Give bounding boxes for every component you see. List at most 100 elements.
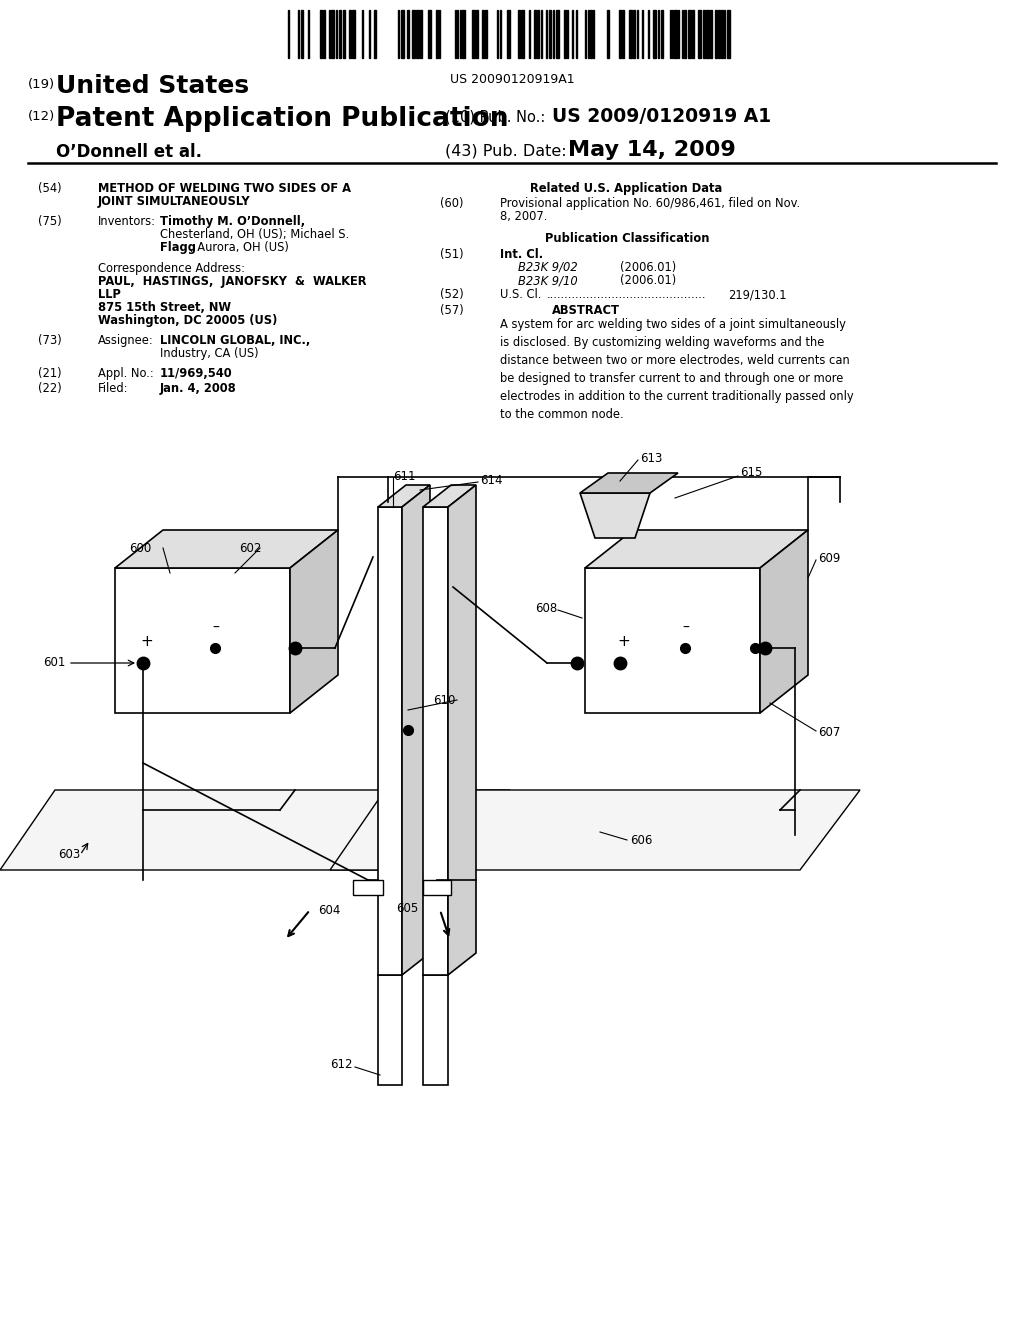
Text: (57): (57) bbox=[440, 304, 464, 317]
Bar bbox=[407, 11, 409, 58]
Bar bbox=[353, 880, 383, 895]
Bar bbox=[331, 11, 334, 58]
Text: Assignee:: Assignee: bbox=[98, 334, 154, 347]
Bar bbox=[698, 11, 701, 58]
Polygon shape bbox=[0, 789, 510, 870]
Text: 607: 607 bbox=[818, 726, 841, 739]
Polygon shape bbox=[423, 507, 449, 975]
Text: Correspondence Address:: Correspondence Address: bbox=[98, 261, 245, 275]
Text: (60): (60) bbox=[440, 197, 464, 210]
Text: B23K 9/10: B23K 9/10 bbox=[518, 275, 578, 286]
Text: United States: United States bbox=[56, 74, 249, 98]
Text: 219/130.1: 219/130.1 bbox=[728, 288, 786, 301]
Text: (2006.01): (2006.01) bbox=[620, 261, 676, 275]
Bar bbox=[352, 11, 355, 58]
Text: 605: 605 bbox=[395, 902, 418, 915]
Bar bbox=[521, 11, 524, 58]
Polygon shape bbox=[115, 531, 338, 568]
Bar bbox=[420, 11, 422, 58]
Text: (2006.01): (2006.01) bbox=[620, 275, 676, 286]
Polygon shape bbox=[401, 640, 432, 950]
Text: 602: 602 bbox=[239, 541, 261, 554]
Polygon shape bbox=[580, 492, 650, 539]
Text: (51): (51) bbox=[440, 248, 464, 261]
Bar bbox=[564, 11, 566, 58]
Bar bbox=[549, 11, 551, 58]
Bar bbox=[349, 11, 351, 58]
Bar bbox=[436, 11, 438, 58]
Text: 610: 610 bbox=[432, 693, 455, 706]
Text: 615: 615 bbox=[740, 466, 763, 479]
Polygon shape bbox=[580, 473, 678, 492]
Text: Appl. No.:: Appl. No.: bbox=[98, 367, 154, 380]
Bar bbox=[462, 11, 465, 58]
Text: , Aurora, OH (US): , Aurora, OH (US) bbox=[190, 242, 289, 253]
Polygon shape bbox=[449, 484, 476, 975]
Text: 611: 611 bbox=[393, 470, 416, 483]
Text: 608: 608 bbox=[535, 602, 557, 615]
Text: (12): (12) bbox=[28, 110, 55, 123]
Text: Inventors:: Inventors: bbox=[98, 215, 156, 228]
Polygon shape bbox=[378, 975, 402, 1085]
Text: (22): (22) bbox=[38, 381, 61, 395]
Bar bbox=[428, 11, 431, 58]
Text: METHOD OF WELDING TWO SIDES OF A: METHOD OF WELDING TWO SIDES OF A bbox=[98, 182, 351, 195]
Bar bbox=[518, 11, 520, 58]
Bar bbox=[423, 880, 451, 895]
Polygon shape bbox=[402, 484, 430, 975]
Bar bbox=[472, 11, 475, 58]
Bar bbox=[590, 11, 592, 58]
Text: JOINT SIMULTANEOUSLY: JOINT SIMULTANEOUSLY bbox=[98, 195, 251, 209]
Bar bbox=[710, 11, 712, 58]
Text: Related U.S. Application Data: Related U.S. Application Data bbox=[530, 182, 722, 195]
Text: –: – bbox=[682, 620, 689, 635]
Bar bbox=[485, 11, 487, 58]
Bar bbox=[703, 11, 705, 58]
Bar bbox=[534, 11, 536, 58]
Bar bbox=[482, 11, 484, 58]
Text: (54): (54) bbox=[38, 182, 61, 195]
Polygon shape bbox=[378, 507, 402, 975]
Polygon shape bbox=[378, 484, 430, 507]
Text: ABSTRACT: ABSTRACT bbox=[552, 304, 620, 317]
Text: US 2009/0120919 A1: US 2009/0120919 A1 bbox=[552, 107, 771, 125]
Text: Washington, DC 20005 (US): Washington, DC 20005 (US) bbox=[98, 314, 278, 327]
Text: 875 15th Street, NW: 875 15th Street, NW bbox=[98, 301, 231, 314]
Polygon shape bbox=[290, 531, 338, 713]
Text: 11/969,540: 11/969,540 bbox=[160, 367, 232, 380]
Bar bbox=[401, 11, 404, 58]
Bar bbox=[653, 11, 656, 58]
Text: (75): (75) bbox=[38, 215, 61, 228]
Text: B23K 9/02: B23K 9/02 bbox=[518, 261, 578, 275]
Polygon shape bbox=[760, 531, 808, 713]
Text: O’Donnell et al.: O’Donnell et al. bbox=[56, 143, 202, 161]
Bar bbox=[684, 11, 686, 58]
Text: 612: 612 bbox=[331, 1059, 353, 1072]
Text: (52): (52) bbox=[440, 288, 464, 301]
Text: LINCOLN GLOBAL, INC.,: LINCOLN GLOBAL, INC., bbox=[160, 334, 310, 347]
Text: 604: 604 bbox=[318, 903, 340, 916]
Text: (21): (21) bbox=[38, 367, 61, 380]
Polygon shape bbox=[330, 789, 860, 870]
Bar bbox=[412, 11, 415, 58]
Bar bbox=[301, 11, 303, 58]
Text: May 14, 2009: May 14, 2009 bbox=[568, 140, 736, 160]
Bar bbox=[607, 11, 609, 58]
Bar bbox=[323, 11, 325, 58]
Text: A system for arc welding two sides of a joint simultaneously
is disclosed. By cu: A system for arc welding two sides of a … bbox=[500, 318, 854, 421]
Text: PAUL,  HASTINGS,  JANOFSKY  &  WALKER: PAUL, HASTINGS, JANOFSKY & WALKER bbox=[98, 275, 367, 288]
Bar bbox=[727, 11, 730, 58]
Text: US 20090120919A1: US 20090120919A1 bbox=[450, 73, 574, 86]
Text: 609: 609 bbox=[818, 552, 841, 565]
Bar bbox=[416, 11, 419, 58]
Text: 8, 2007.: 8, 2007. bbox=[500, 210, 548, 223]
Bar bbox=[718, 11, 720, 58]
Polygon shape bbox=[585, 531, 808, 568]
Text: Timothy M. O’Donnell,: Timothy M. O’Donnell, bbox=[160, 215, 305, 228]
Text: Patent Application Publication: Patent Application Publication bbox=[56, 106, 509, 132]
Bar bbox=[715, 11, 717, 58]
Bar bbox=[706, 11, 709, 58]
Bar bbox=[556, 11, 559, 58]
Text: 606: 606 bbox=[630, 833, 652, 846]
Text: Chesterland, OH (US); Michael S.: Chesterland, OH (US); Michael S. bbox=[160, 228, 349, 242]
